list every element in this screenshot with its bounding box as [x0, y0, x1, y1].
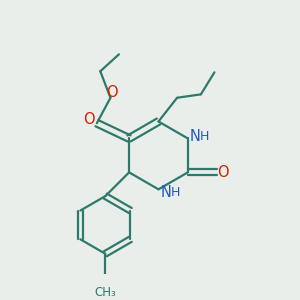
Text: O: O — [217, 165, 229, 180]
Text: N: N — [190, 129, 201, 144]
Text: H: H — [171, 185, 180, 199]
Text: O: O — [106, 85, 118, 100]
Text: H: H — [200, 130, 209, 143]
Text: O: O — [84, 112, 95, 127]
Text: N: N — [160, 184, 171, 200]
Text: CH₃: CH₃ — [94, 286, 116, 299]
